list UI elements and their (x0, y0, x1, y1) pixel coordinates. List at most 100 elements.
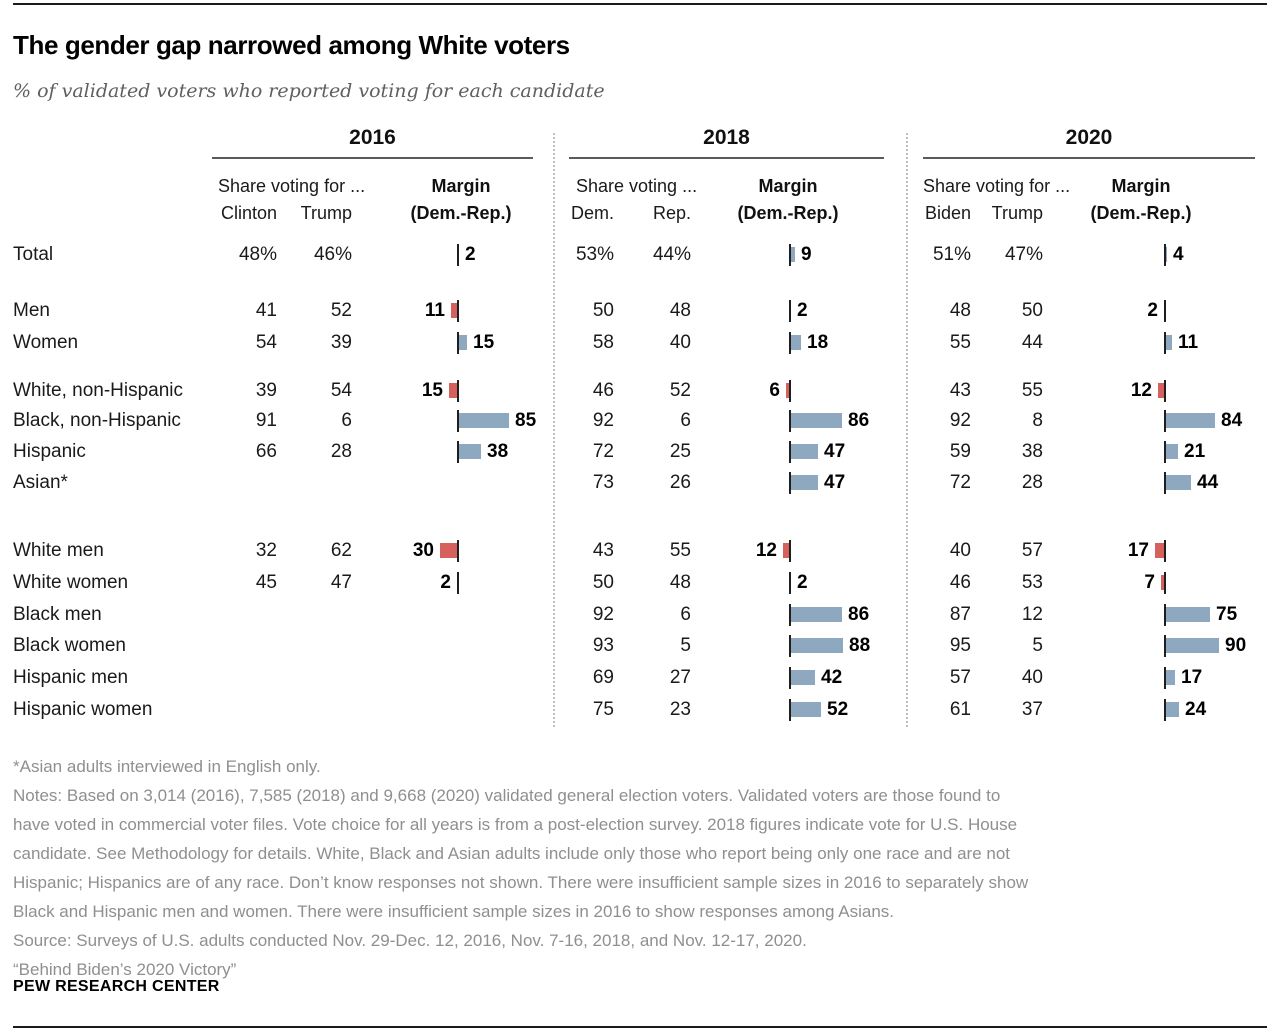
margin-bar-rep (1161, 575, 1165, 590)
margin-bar-dem (1165, 444, 1178, 459)
rep-value-cell: 6 (680, 410, 691, 431)
dem-value-cell: 66 (255, 441, 277, 462)
margin-baseline-tick (457, 572, 459, 594)
margin-bar-rep (783, 543, 790, 558)
dem-value-cell: 57 (949, 667, 971, 688)
dem-column-header-2020: Biden (924, 203, 971, 223)
dem-value-cell: 51% (932, 244, 971, 265)
row-label: Asian* (13, 472, 68, 493)
rep-value-cell: 6 (680, 604, 691, 625)
margin-baseline-tick (1164, 572, 1166, 594)
note-line: candidate. See Methodology for details. … (13, 844, 1011, 863)
margin-value: 21 (1184, 441, 1206, 462)
margin-bar-dem (1165, 247, 1167, 262)
rep-value-cell: 55 (1021, 380, 1043, 401)
margin-bar-dem (790, 444, 818, 459)
margin-bar-dem (790, 475, 818, 490)
margin-bar-dem (1165, 335, 1172, 350)
margin-value: 88 (849, 635, 871, 656)
margin-baseline-tick (789, 540, 791, 562)
dem-value-cell: 54 (255, 332, 277, 353)
margin-baseline-tick (789, 472, 791, 494)
margin-value: 85 (515, 410, 537, 431)
rep-value-cell: 46% (313, 244, 352, 265)
rep-column-header-2018: Rep. (652, 203, 691, 223)
rep-value-cell: 27 (669, 667, 691, 688)
dem-value-cell: 92 (592, 410, 614, 431)
margin-baseline-tick (457, 410, 459, 432)
margin-baseline-tick (457, 300, 459, 322)
rep-value-cell: 44 (1021, 332, 1043, 353)
margin-value: 17 (1181, 667, 1203, 688)
margin-value: 47 (824, 441, 846, 462)
margin-value: 11 (1178, 332, 1199, 353)
margin-bar-rep (440, 543, 458, 558)
row-label: Hispanic men (13, 667, 129, 688)
row-label: Men (13, 300, 50, 321)
margin-value: 2 (465, 244, 476, 265)
rep-value-cell: 26 (669, 472, 691, 493)
dem-value-cell: 46 (949, 572, 971, 593)
margin-baseline-tick (1164, 410, 1166, 432)
margin-baseline-tick (789, 699, 791, 721)
margin-value: 47 (824, 472, 846, 493)
margin-bar-dem (790, 607, 842, 622)
row-label: White, non-Hispanic (13, 380, 184, 401)
dem-value-cell: 93 (592, 635, 614, 656)
margin-value: 9 (801, 244, 812, 265)
year-header-2016: 2016 (349, 126, 396, 149)
dem-value-cell: 87 (949, 604, 971, 625)
rep-value-cell: 40 (669, 332, 691, 353)
pew-research-center-footer: PEW RESEARCH CENTER (13, 978, 220, 995)
margin-header-2020: Margin (1111, 176, 1171, 196)
dem-value-cell: 50 (592, 300, 614, 321)
rep-value-cell: 8 (1032, 410, 1043, 431)
dem-value-cell: 53% (575, 244, 614, 265)
dem-value-cell: 43 (592, 540, 614, 561)
dem-value-cell: 95 (949, 635, 971, 656)
margin-baseline-tick (1164, 540, 1166, 562)
dem-value-cell: 55 (949, 332, 971, 353)
margin-bar-dem (458, 413, 509, 428)
chart-title: The gender gap narrowed among White vote… (13, 30, 570, 60)
margin-value: 11 (424, 300, 445, 321)
rep-value-cell: 23 (669, 699, 691, 720)
margin-value: 15 (421, 380, 443, 401)
margin-header-2016: Margin (431, 176, 491, 196)
margin-baseline-tick (1164, 332, 1166, 354)
dem-value-cell: 48 (949, 300, 971, 321)
margin-value: 6 (769, 380, 780, 401)
row-label: White women (13, 572, 129, 593)
dem-column-header-2018: Dem. (570, 203, 614, 223)
rep-value-cell: 6 (341, 410, 352, 431)
margin-bar-dem (1165, 702, 1179, 717)
rep-value-cell: 48 (669, 300, 691, 321)
margin-value: 2 (440, 572, 451, 593)
margin-value: 2 (797, 300, 808, 321)
rep-value-cell: 50 (1021, 300, 1043, 321)
margin-baseline-tick (457, 380, 459, 402)
top-rule (13, 3, 1267, 5)
section-divider-2016-2018 (553, 133, 555, 727)
margin-baseline-tick (457, 441, 459, 463)
margin-baseline-tick (789, 244, 791, 266)
margin-baseline-tick (457, 332, 459, 354)
rep-value-cell: 57 (1021, 540, 1043, 561)
margin-bar-dem (1165, 413, 1215, 428)
margin-value: 7 (1144, 572, 1155, 593)
margin-value: 86 (848, 410, 870, 431)
chart-notes: *Asian adults interviewed in English onl… (13, 752, 1028, 984)
margin-value: 15 (473, 332, 495, 353)
margin-subheader-2018: (Dem.-Rep.) (737, 203, 839, 223)
margin-value: 30 (412, 540, 434, 561)
dem-value-cell: 92 (592, 604, 614, 625)
margin-bar-dem (790, 335, 801, 350)
rep-value-cell: 62 (330, 540, 352, 561)
year-underline-2020 (923, 157, 1255, 159)
margin-baseline-tick (1164, 699, 1166, 721)
margin-baseline-tick (457, 540, 459, 562)
margin-value: 38 (487, 441, 509, 462)
bottom-rule (13, 1026, 1267, 1028)
margin-bar-dem (790, 702, 821, 717)
margin-bar-rep (449, 383, 458, 398)
